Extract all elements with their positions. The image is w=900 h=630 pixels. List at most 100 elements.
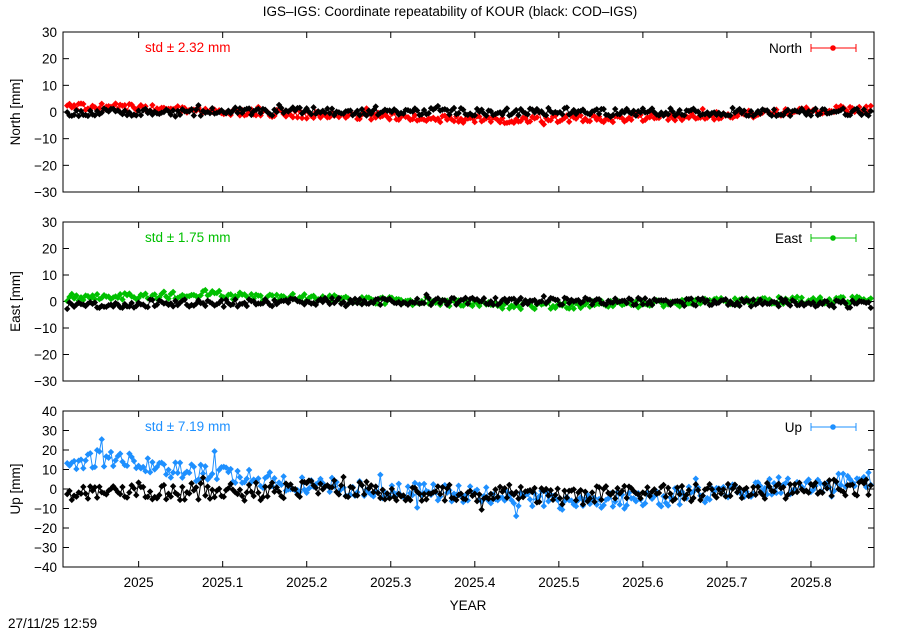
data-point	[358, 105, 366, 113]
data-point	[144, 493, 151, 500]
data-point	[588, 489, 596, 496]
data-point	[646, 492, 653, 500]
data-point	[618, 107, 626, 115]
data-point	[533, 114, 541, 121]
data-point	[280, 494, 287, 502]
panel-up: −40 −30 −20 −10 0 10 20 30 40 2025 2025.1 2025.2 202…	[8, 404, 875, 590]
data-point	[363, 478, 370, 485]
data-point	[611, 495, 619, 502]
data-point	[133, 112, 140, 119]
data-point	[149, 101, 156, 109]
data-point	[204, 483, 211, 490]
data-point	[823, 485, 831, 492]
data-point	[73, 292, 80, 299]
data-point	[151, 291, 158, 298]
data-point	[121, 107, 128, 114]
data-point	[280, 473, 287, 480]
data-point	[296, 493, 303, 500]
data-point	[243, 489, 250, 496]
data-point	[139, 463, 147, 471]
data-point	[671, 495, 679, 503]
x-tick-label: 2025.6	[622, 575, 663, 590]
std-annotation: std ± 7.19 mm	[145, 419, 230, 434]
data-point	[338, 482, 345, 489]
data-point	[556, 495, 564, 502]
data-point	[579, 298, 587, 306]
data-point	[655, 489, 663, 497]
data-point	[623, 494, 630, 502]
data-point	[188, 106, 195, 113]
data-point	[510, 295, 518, 302]
data-point	[826, 477, 833, 484]
data-point	[176, 496, 184, 504]
data-point	[687, 295, 695, 302]
data-point	[793, 293, 801, 301]
data-point	[232, 104, 239, 111]
data-point	[865, 298, 872, 306]
data-point	[786, 302, 794, 309]
data-point	[453, 496, 460, 504]
data-point	[487, 490, 495, 498]
data-point	[174, 491, 181, 498]
data-point	[540, 293, 548, 300]
data-point	[805, 107, 812, 115]
data-point	[623, 116, 630, 124]
data-point	[727, 298, 734, 305]
data-point	[531, 305, 538, 313]
data-point	[602, 483, 610, 490]
data-point	[119, 111, 126, 118]
data-point	[167, 474, 175, 481]
data-point	[745, 112, 752, 119]
data-point	[188, 480, 195, 487]
data-point	[344, 493, 352, 501]
data-point	[501, 485, 508, 492]
data-point	[727, 484, 734, 491]
data-point	[770, 488, 778, 495]
data-point	[476, 302, 483, 310]
data-point	[268, 302, 276, 310]
data-point	[135, 299, 142, 306]
data-point	[96, 448, 103, 455]
data-point	[234, 467, 241, 475]
data-point	[68, 496, 76, 504]
data-point	[777, 489, 785, 497]
data-point	[437, 490, 444, 498]
data-point	[144, 303, 151, 311]
data-point	[434, 483, 442, 490]
data-point	[577, 112, 584, 119]
data-point	[563, 494, 571, 502]
data-point	[780, 483, 787, 491]
data-point	[510, 500, 518, 507]
data-point	[637, 296, 644, 303]
data-point	[561, 498, 568, 505]
data-point	[432, 488, 439, 495]
data-point	[114, 107, 122, 114]
data-point	[485, 495, 492, 502]
data-point	[331, 477, 338, 484]
data-point	[618, 487, 626, 495]
data-point	[582, 115, 589, 122]
data-point	[674, 110, 681, 117]
data-point	[681, 302, 688, 310]
data-point	[563, 295, 571, 302]
data-point	[600, 501, 607, 509]
data-point	[600, 105, 607, 113]
x-tick-label: 2025.2	[286, 575, 327, 590]
data-point	[729, 104, 736, 112]
y-tick-label: 10	[42, 268, 57, 283]
data-point	[658, 503, 665, 510]
data-point	[73, 107, 80, 114]
data-point	[232, 479, 239, 486]
data-point	[144, 109, 151, 117]
data-point	[784, 300, 792, 307]
data-point	[257, 292, 264, 299]
data-point	[791, 480, 798, 488]
x-tick-label: 2025.8	[790, 575, 831, 590]
data-point	[591, 498, 598, 506]
data-point	[867, 102, 874, 110]
data-point	[506, 119, 513, 126]
data-point	[349, 484, 356, 491]
data-point	[80, 296, 87, 304]
data-point	[483, 484, 490, 491]
data-point	[236, 105, 244, 112]
